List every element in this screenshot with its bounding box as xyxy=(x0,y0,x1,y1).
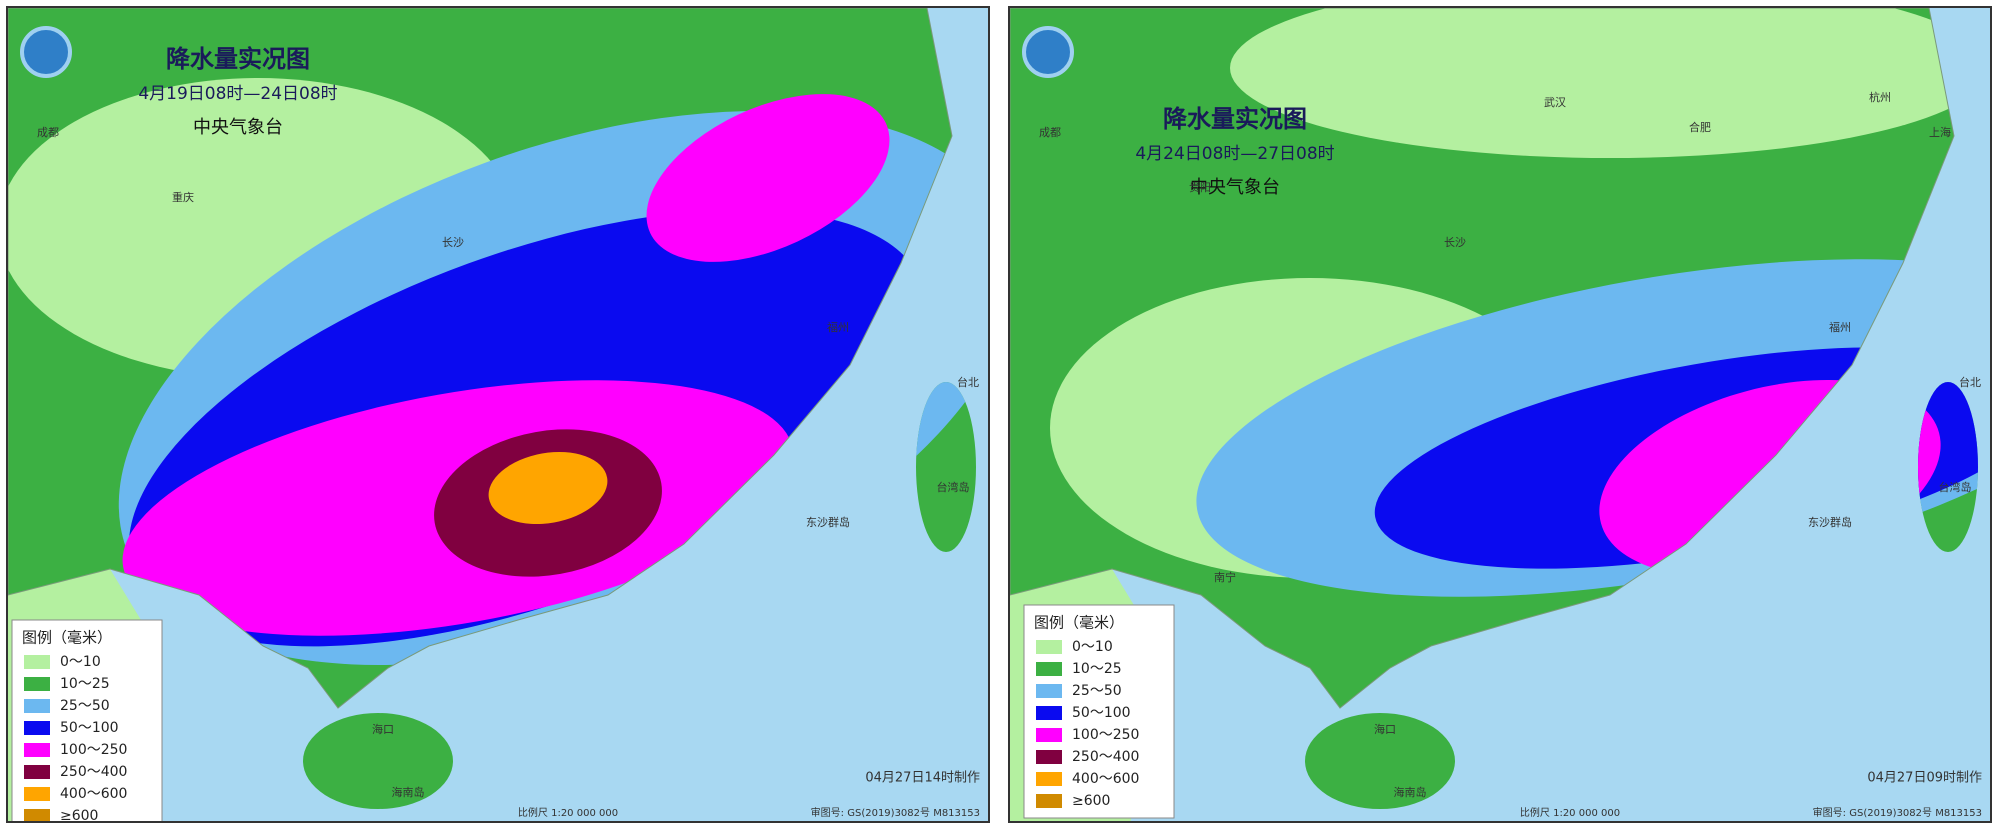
legend-label: 25～50 xyxy=(1072,683,1122,699)
place-label: 长沙 xyxy=(1444,236,1466,249)
place-label: 福州 xyxy=(1829,320,1851,334)
place-label: 杭州 xyxy=(1869,90,1891,104)
legend-swatch xyxy=(1036,640,1062,654)
logo xyxy=(20,26,72,78)
legend-label: ≥600 xyxy=(1072,793,1110,809)
place-label: 上海 xyxy=(1929,125,1951,139)
place-label: 东沙群岛 xyxy=(1808,515,1852,529)
coast xyxy=(8,8,953,709)
legend-label: 250～400 xyxy=(60,764,127,780)
place-label: 合肥 xyxy=(1689,120,1711,134)
place-label: 南宁 xyxy=(1214,570,1236,584)
issuer: 中央气象台 xyxy=(193,117,283,138)
legend-swatch xyxy=(1036,772,1062,786)
legend-swatch xyxy=(24,677,50,691)
coast xyxy=(1010,8,1955,709)
rain-area xyxy=(646,94,890,262)
place-label: 海南岛 xyxy=(1394,785,1427,799)
legend-label: 0～10 xyxy=(1072,639,1113,655)
place-label: 武汉 xyxy=(1544,96,1566,109)
made-time: 04月27日09时制作 xyxy=(1867,771,1982,786)
place-label: 长沙 xyxy=(442,236,464,249)
place-label: 台北 xyxy=(1959,375,1981,389)
legend-title: 图例（毫米） xyxy=(1034,614,1124,632)
legend-swatch xyxy=(24,787,50,801)
made-time: 04月27日14时制作 xyxy=(865,771,980,786)
issuer: 中央气象台 xyxy=(1190,177,1280,198)
scale: 比例尺 1:20 000 000 xyxy=(1520,806,1620,819)
map-title: 降水量实况图 xyxy=(1163,105,1307,133)
legend-label: 50～100 xyxy=(60,720,119,736)
legend-label: 0～10 xyxy=(60,654,101,670)
legend-swatch xyxy=(24,699,50,713)
legend-swatch xyxy=(24,743,50,757)
logo xyxy=(1022,26,1074,78)
legend-swatch xyxy=(24,655,50,669)
place-label: 重庆 xyxy=(172,190,194,204)
place-label: 东沙群岛 xyxy=(806,515,850,529)
approval: 审图号: GS(2019)3082号 M813153 xyxy=(811,806,980,819)
legend-swatch xyxy=(1036,728,1062,742)
place-label: 台湾岛 xyxy=(937,480,970,494)
rain-area xyxy=(488,451,608,525)
place-label: 海口 xyxy=(1374,722,1396,736)
period: 4月24日08时—27日08时 xyxy=(1135,144,1334,164)
light-zone xyxy=(1230,8,1978,158)
place-label: 台湾岛 xyxy=(1939,480,1972,494)
place-label: 成都 xyxy=(1039,126,1061,139)
legend-title: 图例（毫米） xyxy=(22,629,112,647)
map-title: 降水量实况图 xyxy=(166,45,310,73)
place-label: 福州 xyxy=(827,320,849,334)
legend-label: 400～600 xyxy=(60,786,127,802)
legend-label: 25～50 xyxy=(60,698,110,714)
legend-swatch xyxy=(24,765,50,779)
legend-label: 50～100 xyxy=(1072,705,1131,721)
legend-label: 10～25 xyxy=(60,676,110,692)
scale: 比例尺 1:20 000 000 xyxy=(518,806,618,819)
place-label: 贵阳 xyxy=(1189,181,1211,194)
legend-label: 10～25 xyxy=(1072,661,1122,677)
legend-label: ≥600 xyxy=(60,808,98,823)
legend-swatch xyxy=(1036,662,1062,676)
legend-label: 250～400 xyxy=(1072,749,1139,765)
place-label: 海南岛 xyxy=(392,785,425,799)
legend-label: 400～600 xyxy=(1072,771,1139,787)
legend-swatch xyxy=(24,721,50,735)
place-label: 海口 xyxy=(372,722,394,736)
period: 4月19日08时—24日08时 xyxy=(138,84,337,104)
approval: 审图号: GS(2019)3082号 M813153 xyxy=(1813,806,1982,819)
legend-swatch xyxy=(1036,684,1062,698)
place-label: 成都 xyxy=(37,126,59,139)
legend-label: 100～250 xyxy=(1072,727,1139,743)
legend-swatch xyxy=(1036,706,1062,720)
legend-swatch xyxy=(1036,794,1062,808)
legend-swatch xyxy=(24,809,50,821)
place-label: 台北 xyxy=(957,375,979,389)
legend-label: 100～250 xyxy=(60,742,127,758)
legend-swatch xyxy=(1036,750,1062,764)
